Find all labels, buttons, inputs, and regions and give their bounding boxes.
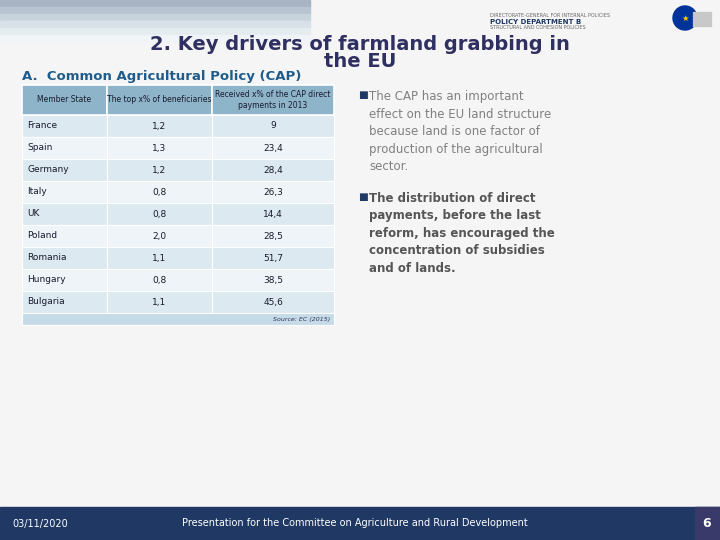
Text: 1,2: 1,2 [153,165,166,174]
Text: Source: EC (2015): Source: EC (2015) [273,316,330,321]
Bar [107,225,212,247]
Bar [22,115,107,137]
Text: 1,1: 1,1 [153,298,166,307]
Bar [693,21,711,23]
Text: 1,2: 1,2 [153,122,166,131]
Text: 2. Key drivers of farmland grabbing in: 2. Key drivers of farmland grabbing in [150,35,570,54]
Bar [212,115,334,137]
Text: 03/11/2020: 03/11/2020 [12,518,68,529]
Bar [212,225,334,247]
Bar [0,0,310,7]
Text: ■: ■ [358,90,368,100]
Text: The top x% of beneficiaries: The top x% of beneficiaries [107,96,212,105]
Bar [107,85,212,115]
Text: 1,1: 1,1 [153,253,166,262]
Bar [107,181,212,203]
Text: 38,5: 38,5 [263,275,283,285]
Text: Member State: Member State [37,96,91,105]
Bar [107,115,212,137]
Bar [22,313,334,325]
Text: 14,4: 14,4 [263,210,283,219]
Bar [0,7,310,14]
Text: STRUCTURAL AND COHESION POLICIES: STRUCTURAL AND COHESION POLICIES [490,25,585,30]
Text: A.  Common Agricultural Policy (CAP): A. Common Agricultural Policy (CAP) [22,70,302,83]
Text: The distribution of direct
payments, before the last
reform, has encouraged the
: The distribution of direct payments, bef… [369,192,554,275]
Text: 0,8: 0,8 [153,187,166,197]
Bar [212,181,334,203]
Bar [107,247,212,269]
Text: 28,5: 28,5 [263,232,283,240]
Bar [693,15,711,17]
Text: 9: 9 [270,122,276,131]
Text: ★: ★ [681,14,689,23]
Bar [107,159,212,181]
Bar [0,507,720,540]
Bar [693,12,711,14]
Bar [695,507,720,540]
Bar [0,14,310,21]
Bar [212,137,334,159]
Bar [107,203,212,225]
Bar [22,225,107,247]
Text: 23,4: 23,4 [263,144,283,152]
Text: UK: UK [27,210,40,219]
Bar [0,21,310,28]
Bar [212,203,334,225]
Bar [212,85,334,115]
Bar [22,247,107,269]
Bar [22,137,107,159]
Text: Germany: Germany [27,165,68,174]
Bar [0,35,310,42]
Bar [212,269,334,291]
Bar [22,269,107,291]
Text: The CAP has an important
effect on the EU land structure
because land is one fac: The CAP has an important effect on the E… [369,90,552,173]
Text: Presentation for the Committee on Agriculture and Rural Development: Presentation for the Committee on Agricu… [182,518,528,529]
Bar [22,181,107,203]
Bar [107,269,212,291]
Text: DIRECTORATE-GENERAL FOR INTERNAL POLICIES: DIRECTORATE-GENERAL FOR INTERNAL POLICIE… [490,13,610,18]
Text: Spain: Spain [27,144,53,152]
Bar [22,159,107,181]
Bar [693,18,711,20]
Bar [212,247,334,269]
Bar [22,203,107,225]
Text: Bulgaria: Bulgaria [27,298,65,307]
Text: 45,6: 45,6 [263,298,283,307]
Text: POLICY DEPARTMENT B: POLICY DEPARTMENT B [490,19,581,25]
Text: 0,8: 0,8 [153,210,166,219]
Text: Romania: Romania [27,253,66,262]
Bar [0,28,310,35]
Text: ■: ■ [358,192,368,202]
Text: the EU: the EU [324,52,396,71]
Text: 2,0: 2,0 [153,232,166,240]
Text: Hungary: Hungary [27,275,66,285]
Bar [22,85,107,115]
Bar [107,291,212,313]
Bar [212,291,334,313]
Text: Received x% of the CAP direct
payments in 2013: Received x% of the CAP direct payments i… [215,90,330,110]
Text: 26,3: 26,3 [263,187,283,197]
Bar [22,291,107,313]
Bar [107,137,212,159]
Text: Poland: Poland [27,232,57,240]
Text: 6: 6 [703,517,711,530]
Text: 28,4: 28,4 [263,165,283,174]
Circle shape [673,6,697,30]
Text: 51,7: 51,7 [263,253,283,262]
Text: 1,3: 1,3 [153,144,166,152]
Bar [693,24,711,26]
Text: Italy: Italy [27,187,47,197]
Text: 0,8: 0,8 [153,275,166,285]
Bar [212,159,334,181]
Text: France: France [27,122,57,131]
